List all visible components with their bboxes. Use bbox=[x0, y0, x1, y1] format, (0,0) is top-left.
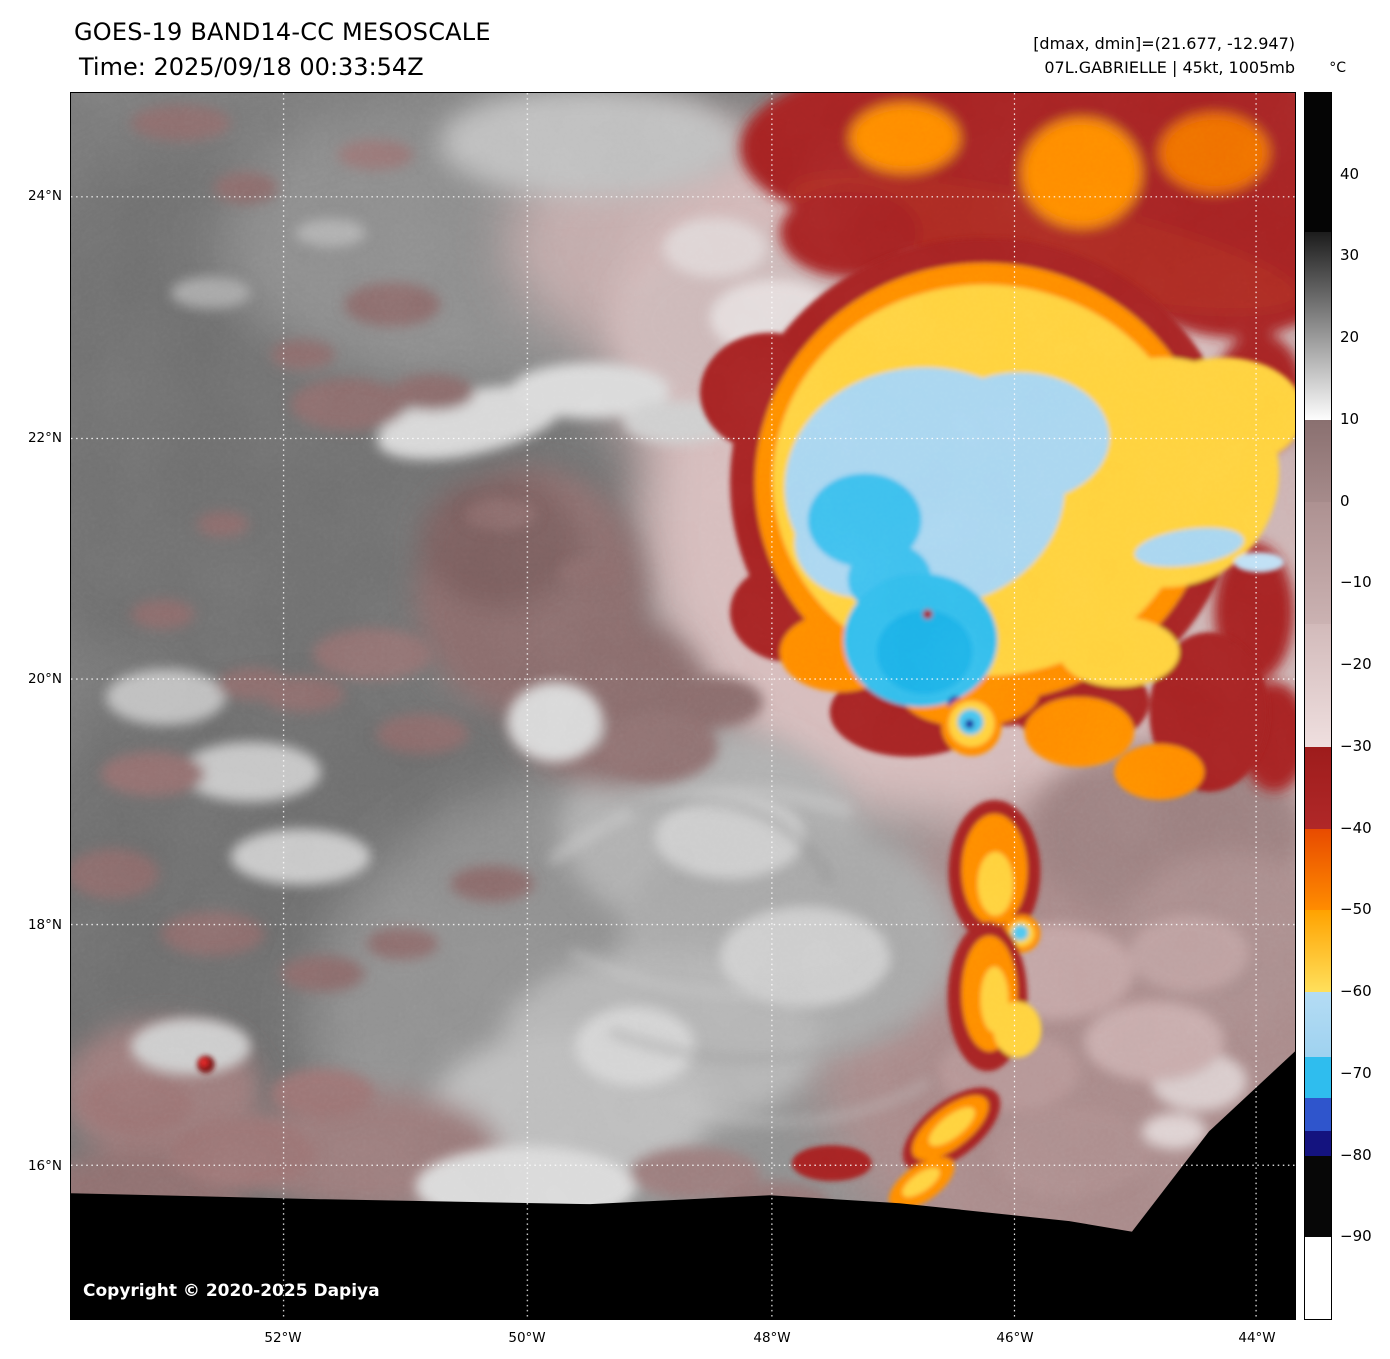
colorbar-tick-label: 10 bbox=[1340, 409, 1360, 428]
lat-tick-label: 22°N bbox=[27, 430, 62, 446]
lat-tick-label: 16°N bbox=[27, 1158, 62, 1174]
lon-tick-label: 46°W bbox=[996, 1330, 1034, 1346]
colorbar-tick-label: −50 bbox=[1340, 900, 1372, 919]
colorbar-segment bbox=[1305, 231, 1331, 420]
colorbar-tick-label: −70 bbox=[1340, 1063, 1372, 1082]
storm-info: 07L.GABRIELLE | 45kt, 1005mb bbox=[1044, 58, 1295, 77]
colorbar-segment bbox=[1305, 501, 1331, 625]
colorbar-unit-label: °C bbox=[1329, 60, 1346, 76]
colorbar-segment bbox=[1305, 1237, 1331, 1319]
colorbar-segment bbox=[1305, 746, 1331, 829]
colorbar-segment bbox=[1305, 1098, 1331, 1131]
colorbar-tick-label: −80 bbox=[1340, 1145, 1372, 1164]
colorbar-segment bbox=[1305, 93, 1331, 232]
colorbar-segment bbox=[1305, 419, 1331, 502]
colorbar-tick-label: 40 bbox=[1340, 164, 1360, 183]
colorbar-tick-label: 30 bbox=[1340, 246, 1360, 265]
lon-tick-label: 52°W bbox=[264, 1330, 302, 1346]
colorbar-segment bbox=[1305, 1131, 1331, 1156]
lat-tick-label: 24°N bbox=[27, 188, 62, 204]
copyright-text: Copyright © 2020-2025 Dapiya bbox=[83, 1281, 380, 1301]
colorbar-segment bbox=[1305, 828, 1331, 911]
satellite-map-frame: Copyright © 2020-2025 Dapiya bbox=[70, 92, 1296, 1320]
scan-edge-black bbox=[71, 1051, 1295, 1319]
colorbar-tick-label: −20 bbox=[1340, 655, 1372, 674]
colorbar-segment bbox=[1305, 910, 1331, 993]
dmax-dmin-readout: [dmax, dmin]=(21.677, -12.947) bbox=[1033, 34, 1295, 53]
colorbar bbox=[1304, 92, 1332, 1320]
lat-tick-label: 18°N bbox=[27, 917, 62, 933]
colorbar-tick-label: 20 bbox=[1340, 328, 1360, 347]
lon-tick-label: 44°W bbox=[1238, 1330, 1276, 1346]
lon-tick-label: 48°W bbox=[753, 1330, 791, 1346]
colorbar-tick-label: −40 bbox=[1340, 818, 1372, 837]
lon-tick-label: 50°W bbox=[508, 1330, 546, 1346]
colorbar-segment bbox=[1305, 1155, 1331, 1238]
colorbar-tick-label: −60 bbox=[1340, 982, 1372, 1001]
colorbar-segment bbox=[1305, 1057, 1331, 1099]
colorbar-tick-label: −10 bbox=[1340, 573, 1372, 592]
timestamp: Time: 2025/09/18 00:33:54Z bbox=[79, 53, 424, 81]
colorbar-tick-label: −30 bbox=[1340, 736, 1372, 755]
page-title: GOES-19 BAND14-CC MESOSCALE bbox=[74, 18, 491, 46]
satellite-image bbox=[71, 93, 1295, 1319]
colorbar-segment bbox=[1305, 992, 1331, 1058]
lat-tick-label: 20°N bbox=[27, 671, 62, 687]
colorbar-tick-label: −90 bbox=[1340, 1227, 1372, 1246]
graticule-grid bbox=[71, 93, 1295, 1319]
colorbar-segment bbox=[1305, 624, 1331, 747]
colorbar-tick-label: 0 bbox=[1340, 491, 1350, 510]
